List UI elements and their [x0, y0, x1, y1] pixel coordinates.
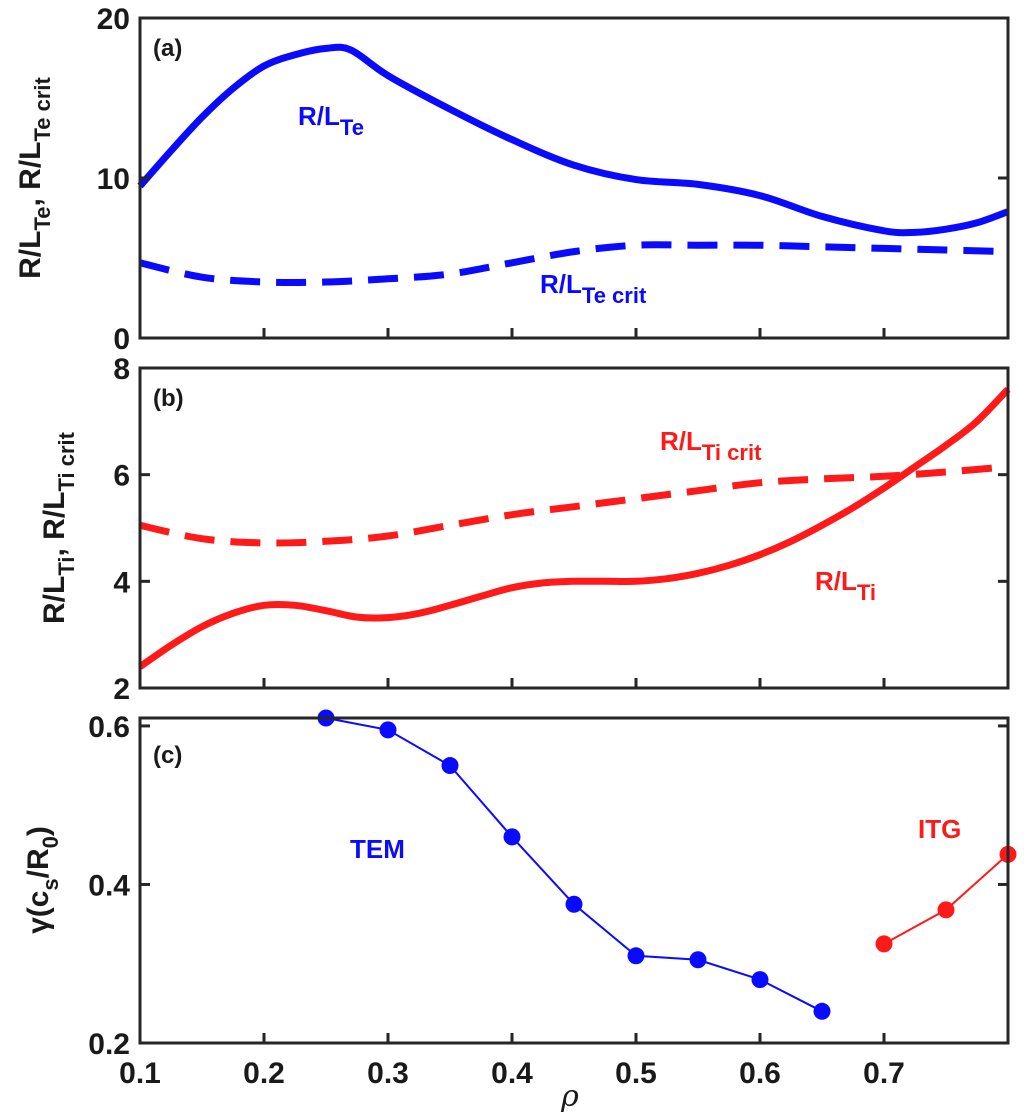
panel-c-series-0-point-8 [813, 1002, 831, 1020]
x-tick-label-3: 0.4 [491, 1057, 533, 1090]
series-label-r-lti: R/LTi [815, 566, 876, 605]
panel-a-y-tick-label-2: 20 [97, 3, 130, 36]
panel-c-frame [138, 716, 1010, 1045]
x-tick-label-6: 0.7 [863, 1057, 905, 1090]
panel-b-series-line-0 [139, 463, 1009, 547]
panel-c: 0.20.40.6 0.1 0.2 0.3 0.4 0.5 0.6 0.7 (c) γ(cs… [22, 709, 1017, 1090]
panel-c-label: (c) [153, 742, 182, 769]
panel-b-frame [138, 366, 1010, 690]
panel-c-series-0-point-3 [503, 828, 521, 846]
panel-c-series-0-point-5 [627, 947, 645, 965]
panel-c-series-line-1 [883, 853, 1009, 945]
panel-b-series-line-1 [138, 386, 1011, 670]
panel-b: 2 4 6 8 (b) R/LTi, R/LTi crit R/LTi crit R/… [38, 353, 1011, 706]
panel-c-series-line-0 [325, 717, 823, 1013]
series-label-r-lte: R/LTe [298, 101, 364, 140]
panel-c-x-ticks: 0.1 0.2 0.3 0.4 0.5 0.6 0.7 [119, 1033, 905, 1090]
panel-c-y-tick-label-0: 0.2 [88, 1028, 130, 1061]
panel-a-y-axis-label: R/LTe, R/LTe crit [14, 76, 55, 278]
panel-c-y-tick-label-2: 0.6 [88, 711, 130, 744]
panel-a-x-ticks [138, 328, 886, 338]
panel-b-y-tick-label-1: 4 [113, 566, 130, 599]
panel-c-y-axis-label: γ(cs/R0) [22, 826, 63, 934]
series-label-itg: ITG [918, 814, 961, 844]
panel-c-series-0-point-1 [379, 721, 397, 739]
panel-b-y-axis-label: R/LTi, R/LTi crit [38, 431, 79, 624]
panel-a-y-ticks: 0 10 20 [97, 3, 1008, 356]
panel-c-series-1-point-0 [875, 935, 893, 953]
panel-a-series-line-0 [137, 43, 1010, 237]
panel-c-series-0-point-4 [565, 895, 583, 913]
x-tick-label-1: 0.2 [243, 1057, 285, 1090]
panel-a-label: (a) [153, 35, 182, 62]
panel-c-series-0-point-7 [751, 971, 769, 989]
panel-a-y-tick-label-1: 10 [97, 163, 130, 196]
x-tick-label-0: 0.1 [119, 1057, 161, 1090]
series-label-tem: TEM [350, 834, 405, 864]
panel-c-series-0-point-2 [441, 757, 459, 775]
panel-c-series-0-point-6 [689, 951, 707, 969]
x-tick-label-2: 0.3 [367, 1057, 409, 1090]
x-tick-label-5: 0.6 [739, 1057, 781, 1090]
x-tick-label-4: 0.5 [615, 1057, 657, 1090]
x-axis-label: ρ [560, 1079, 579, 1114]
panel-a: 0 10 20 (a) R/LTe, R/LTe crit R/LTe R/LTe … [14, 3, 1010, 356]
series-label-r-lti-crit: R/LTi crit [660, 426, 762, 465]
panel-b-y-tick-label-0: 2 [113, 673, 130, 706]
panel-c-y-tick-label-1: 0.4 [88, 869, 130, 902]
panel-a-plot-area [137, 43, 1010, 286]
panel-c-plot-area [317, 709, 1017, 1020]
panel-c-series-1-point-1 [937, 901, 955, 919]
panel-b-plot-area [138, 386, 1011, 670]
series-label-r-lte-crit: R/LTe crit [540, 269, 647, 308]
panel-a-y-tick-label-0: 0 [113, 323, 130, 356]
panel-b-x-ticks [138, 678, 886, 688]
panel-b-y-tick-label-3: 8 [113, 353, 130, 386]
panel-b-label: (b) [153, 385, 184, 412]
panel-b-y-tick-label-2: 6 [113, 460, 130, 493]
panel-c-y-ticks: 0.2 0.4 0.6 [88, 711, 1008, 1061]
panel-b-y-ticks: 2 4 6 8 [113, 353, 1008, 706]
panel-a-series-line-1 [139, 241, 1009, 286]
